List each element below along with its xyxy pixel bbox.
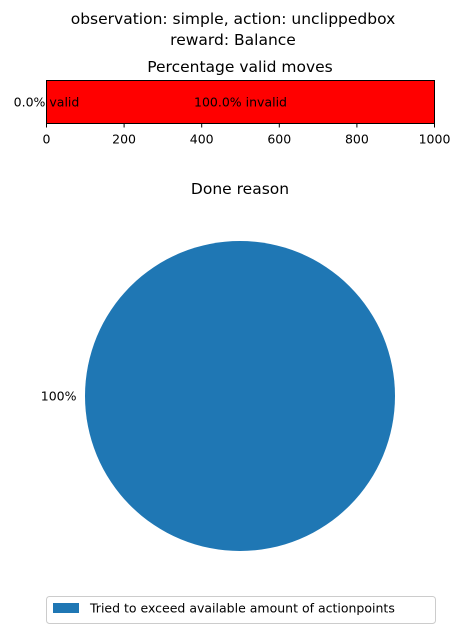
bar-x-axis: 0 200 400 600 800 1000	[43, 123, 451, 147]
legend-items: Tried to exceed available amount of acti…	[53, 601, 395, 616]
x-tick-label: 400	[190, 132, 214, 147]
x-tick-label: 200	[112, 132, 136, 147]
figure-title-line2: reward: Balance	[170, 31, 296, 49]
bar-label-valid: 0.0% valid	[14, 95, 80, 110]
x-tick-label: 1000	[419, 132, 451, 147]
pie-legend: Tried to exceed available amount of acti…	[46, 596, 436, 624]
bar-chart-title: Percentage valid moves	[147, 58, 333, 76]
bar-segment-invalid	[46, 80, 435, 124]
pie-pct-label: 100%	[41, 389, 77, 404]
x-tick-label: 600	[267, 132, 291, 147]
figure-title-line1: observation: simple, action: unclippedbo…	[71, 10, 396, 28]
bar-data-labels: 0.0% valid 100.0% invalid	[14, 95, 287, 110]
valid-moves-chart: Percentage valid moves 0 200 400 600 800 1000…	[14, 58, 451, 147]
bar-label-invalid: 100.0% invalid	[194, 95, 287, 110]
done-reason-chart: Done reason 100%	[41, 180, 395, 551]
legend-swatch	[53, 603, 79, 613]
pie-slice	[85, 241, 395, 551]
pie-marks	[85, 241, 395, 551]
pie-chart-title: Done reason	[191, 180, 289, 198]
bar-marks	[46, 80, 435, 124]
bar-axes-frame	[46, 80, 435, 124]
legend-label: Tried to exceed available amount of acti…	[89, 601, 395, 616]
pie-labels: 100%	[41, 389, 77, 404]
legend-frame	[46, 596, 436, 624]
x-tick-label: 800	[345, 132, 369, 147]
x-tick-label: 0	[43, 132, 51, 147]
